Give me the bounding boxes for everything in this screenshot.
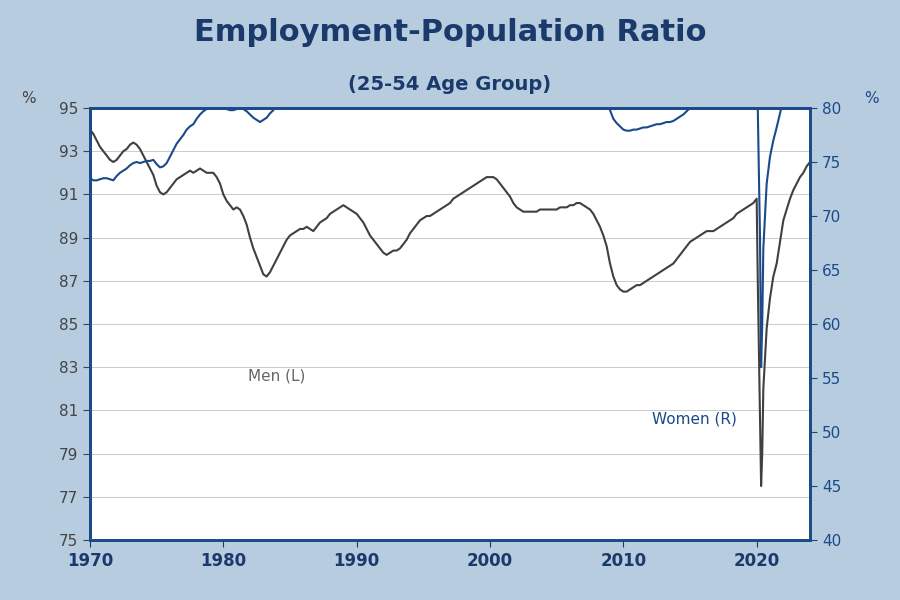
Text: (25-54 Age Group): (25-54 Age Group) xyxy=(348,75,552,94)
Text: Employment-Population Ratio: Employment-Population Ratio xyxy=(194,18,706,47)
Text: %: % xyxy=(22,91,36,106)
Text: Men (L): Men (L) xyxy=(248,368,306,383)
Text: %: % xyxy=(864,91,878,106)
Text: Women (R): Women (R) xyxy=(652,412,736,427)
